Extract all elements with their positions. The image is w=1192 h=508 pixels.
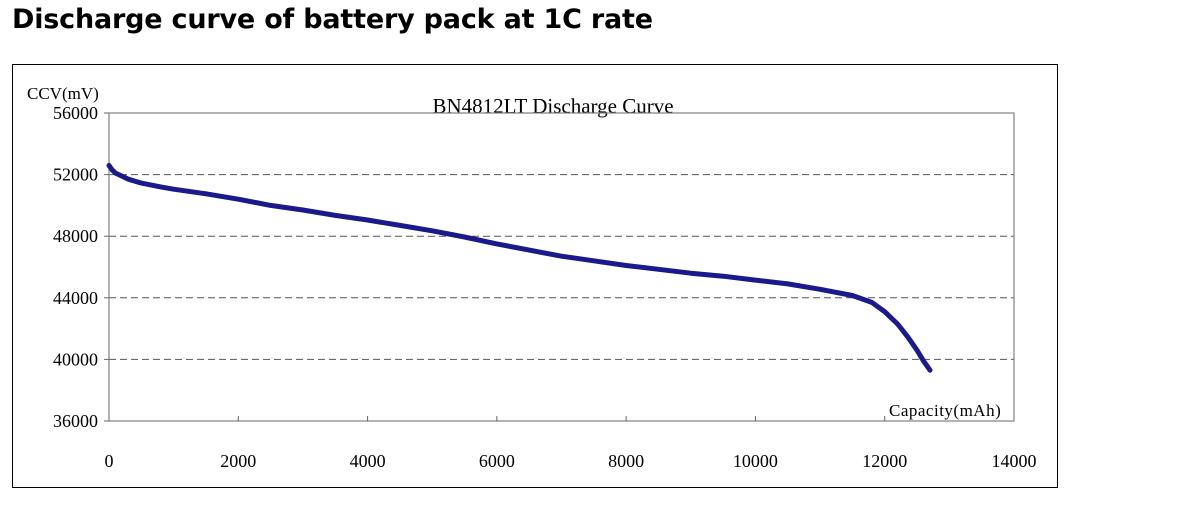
page-title: Discharge curve of battery pack at 1C ra… (12, 4, 653, 35)
data-point (656, 267, 661, 272)
y-tick-label: 44000 (53, 288, 98, 308)
data-point (110, 167, 115, 173)
data-point (300, 207, 306, 213)
data-point (106, 163, 112, 168)
y-tick-label: 40000 (53, 349, 98, 369)
data-point (139, 180, 144, 186)
data-point (158, 184, 163, 190)
x-tick-label: 10000 (733, 451, 778, 471)
data-point (268, 203, 273, 208)
x-tick-label: 2000 (220, 451, 256, 471)
x-tick-label: 8000 (608, 451, 644, 471)
y-axis-label: CCV(mV) (27, 84, 99, 103)
data-point (905, 334, 910, 339)
y-tick-label: 56000 (53, 103, 98, 123)
data-point (397, 223, 403, 228)
x-tick-label: 12000 (862, 451, 907, 471)
data-point (869, 300, 874, 305)
x-tick-label: 14000 (992, 451, 1037, 471)
chart-container: BN4812LT Discharge Curve CCV(mV) Capacit… (12, 64, 1058, 488)
data-point (113, 170, 118, 176)
data-point (126, 177, 131, 182)
data-point (927, 368, 933, 373)
data-point (753, 277, 758, 283)
discharge-chart: BN4812LT Discharge Curve CCV(mV) Capacit… (27, 84, 1037, 471)
data-point (817, 287, 823, 292)
chart-title: BN4812LT Discharge Curve (432, 94, 673, 118)
data-point (203, 191, 209, 196)
y-tick-label: 52000 (53, 165, 98, 185)
data-point (623, 263, 629, 268)
data-point (333, 213, 338, 218)
data-point (688, 271, 693, 276)
data-point (119, 173, 125, 179)
data-point (720, 274, 726, 279)
data-point (236, 197, 241, 202)
data-point (527, 247, 532, 253)
x-axis-label: Capacity(mAh) (889, 401, 1001, 420)
axis-ticks: 36000 40000 44000 48000 52000 56000 0 2000 4000 6… (53, 103, 1037, 471)
y-tick-label: 36000 (53, 411, 98, 431)
x-tick-label: 4000 (350, 451, 386, 471)
x-tick-label: 6000 (479, 451, 515, 471)
data-point (559, 254, 564, 259)
data-point (591, 258, 596, 263)
discharge-curve-line (106, 162, 933, 373)
data-point (914, 348, 920, 353)
data-point (921, 358, 926, 364)
data-point (430, 228, 435, 233)
data-point (494, 241, 500, 247)
data-point (895, 321, 900, 327)
y-tick-label: 48000 (53, 226, 98, 246)
data-point (850, 293, 855, 298)
x-tick-label: 0 (105, 451, 114, 471)
data-point (365, 217, 370, 223)
data-point (462, 234, 467, 240)
data-point (785, 281, 790, 287)
plot-area (108, 112, 1015, 422)
series-layer (106, 162, 933, 373)
data-point (882, 309, 887, 314)
data-point (171, 187, 176, 192)
